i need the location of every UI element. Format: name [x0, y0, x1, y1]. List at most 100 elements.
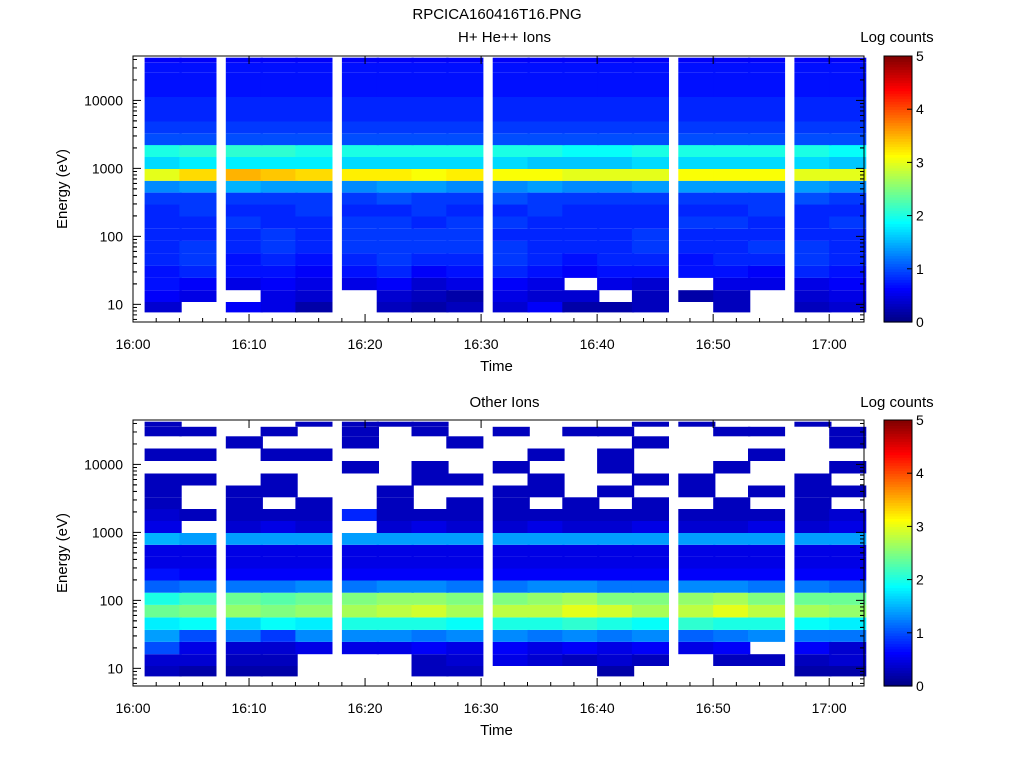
colorbar-segment [884, 234, 912, 238]
heatmap-cell [713, 97, 751, 110]
heatmap-cell [748, 169, 786, 181]
heatmap-cell [376, 72, 414, 85]
colorbar-segment [884, 672, 912, 676]
heatmap-cell [295, 556, 333, 569]
heatmap-cell [562, 568, 600, 581]
colorbar-tick-label: 4 [916, 101, 924, 117]
heatmap-cell [446, 133, 484, 146]
colorbar-segment [884, 475, 912, 480]
heatmap-cell [527, 97, 565, 110]
heatmap-cell [713, 290, 751, 302]
heatmap-cell [144, 473, 182, 486]
heatmap-cell [341, 629, 379, 642]
y-tick-label: 1000 [92, 160, 123, 176]
heatmap-cell [260, 302, 298, 313]
x-tick-label: 16:20 [348, 700, 383, 716]
heatmap-cell [446, 592, 484, 605]
heatmap-cell [179, 204, 217, 217]
colorbar-segment [884, 420, 912, 424]
colorbar-segment [884, 545, 912, 549]
heatmap-cell [446, 654, 484, 666]
panel-2: Other Ions 16:00 16:10 16:20 16:30 16:40 16:50… [54, 394, 934, 739]
heatmap-cell [376, 592, 414, 605]
heatmap-cell [527, 485, 565, 498]
panel-title: Other Ions [469, 394, 539, 411]
heatmap-cell [829, 568, 867, 581]
heatmap-cell [492, 121, 530, 134]
heatmap-cell [179, 556, 217, 569]
heatmap-cell [678, 180, 716, 193]
heatmap-cell [376, 580, 414, 593]
heatmap-cell [678, 204, 716, 217]
heatmap-cell [713, 521, 751, 533]
heatmap-cell [713, 133, 751, 146]
colorbar-segment [884, 79, 912, 84]
heatmap-cell [748, 604, 786, 618]
heatmap-cell [492, 592, 530, 605]
heatmap-cell [794, 302, 832, 313]
colorbar-segment [884, 186, 912, 190]
heatmap-cell [376, 133, 414, 146]
colorbar-segment [884, 529, 912, 533]
colorbar-segment [884, 189, 912, 193]
heatmap-cell [713, 121, 751, 134]
heatmap-cell [678, 97, 716, 110]
heatmap-cell [829, 62, 867, 73]
colorbar-segment [884, 114, 912, 118]
heatmap-cell [411, 277, 449, 291]
colorbar-segment [884, 181, 912, 185]
heatmap-cell [597, 568, 635, 581]
heatmap-cell [376, 421, 414, 427]
heatmap-cell [376, 568, 414, 581]
heatmap-cell [713, 240, 751, 254]
heatmap-cell [225, 533, 263, 545]
heatmap-cell [713, 509, 751, 521]
heatmap-cell [295, 497, 333, 510]
heatmap-cell [829, 157, 867, 169]
colorbar-segment [884, 290, 912, 294]
colorbar-segment [884, 295, 912, 299]
colorbar-segment [884, 470, 912, 474]
heatmap-cell [411, 473, 449, 486]
x-tick-label: 16:50 [696, 336, 731, 352]
heatmap-cell [631, 180, 669, 193]
heatmap-cell [446, 109, 484, 122]
colorbar-segment [884, 314, 912, 318]
heatmap-cell [411, 421, 449, 427]
heatmap-cell [713, 533, 751, 545]
heatmap-cell [341, 180, 379, 193]
heatmap-cell [179, 157, 217, 169]
heatmap-cell [411, 666, 449, 677]
heatmap-cell [225, 509, 263, 521]
heatmap-cell [829, 666, 867, 677]
heatmap-cell [341, 192, 379, 205]
colorbar-segment [884, 244, 912, 249]
colorbar-segment [884, 462, 912, 466]
heatmap-cell [260, 448, 298, 461]
heatmap-cell [678, 265, 716, 278]
heatmap-cell [562, 521, 600, 533]
heatmap-cell [527, 169, 565, 181]
heatmap-cell [411, 109, 449, 122]
heatmap-cell [341, 240, 379, 254]
colorbar-segment [884, 170, 912, 174]
heatmap-cell [597, 617, 635, 630]
heatmap-cell [446, 556, 484, 569]
colorbar-segment [884, 505, 912, 509]
heatmap-cell [260, 290, 298, 302]
heatmap-cell [376, 521, 414, 533]
heatmap-cell [597, 485, 635, 498]
colorbar-segment [884, 215, 912, 219]
heatmap-cell [260, 426, 298, 437]
heatmap-cell [446, 157, 484, 169]
colorbar-segment [884, 664, 912, 668]
heatmap-cell [260, 204, 298, 217]
y-tick-label: 1000 [92, 524, 123, 540]
heatmap-cell [446, 436, 484, 449]
colorbar-segment [884, 308, 912, 312]
heatmap-cell [829, 253, 867, 266]
heatmap-cell [225, 604, 263, 618]
heatmap-cell [713, 604, 751, 618]
heatmap-cell [748, 216, 786, 229]
heatmap-cell [376, 192, 414, 205]
